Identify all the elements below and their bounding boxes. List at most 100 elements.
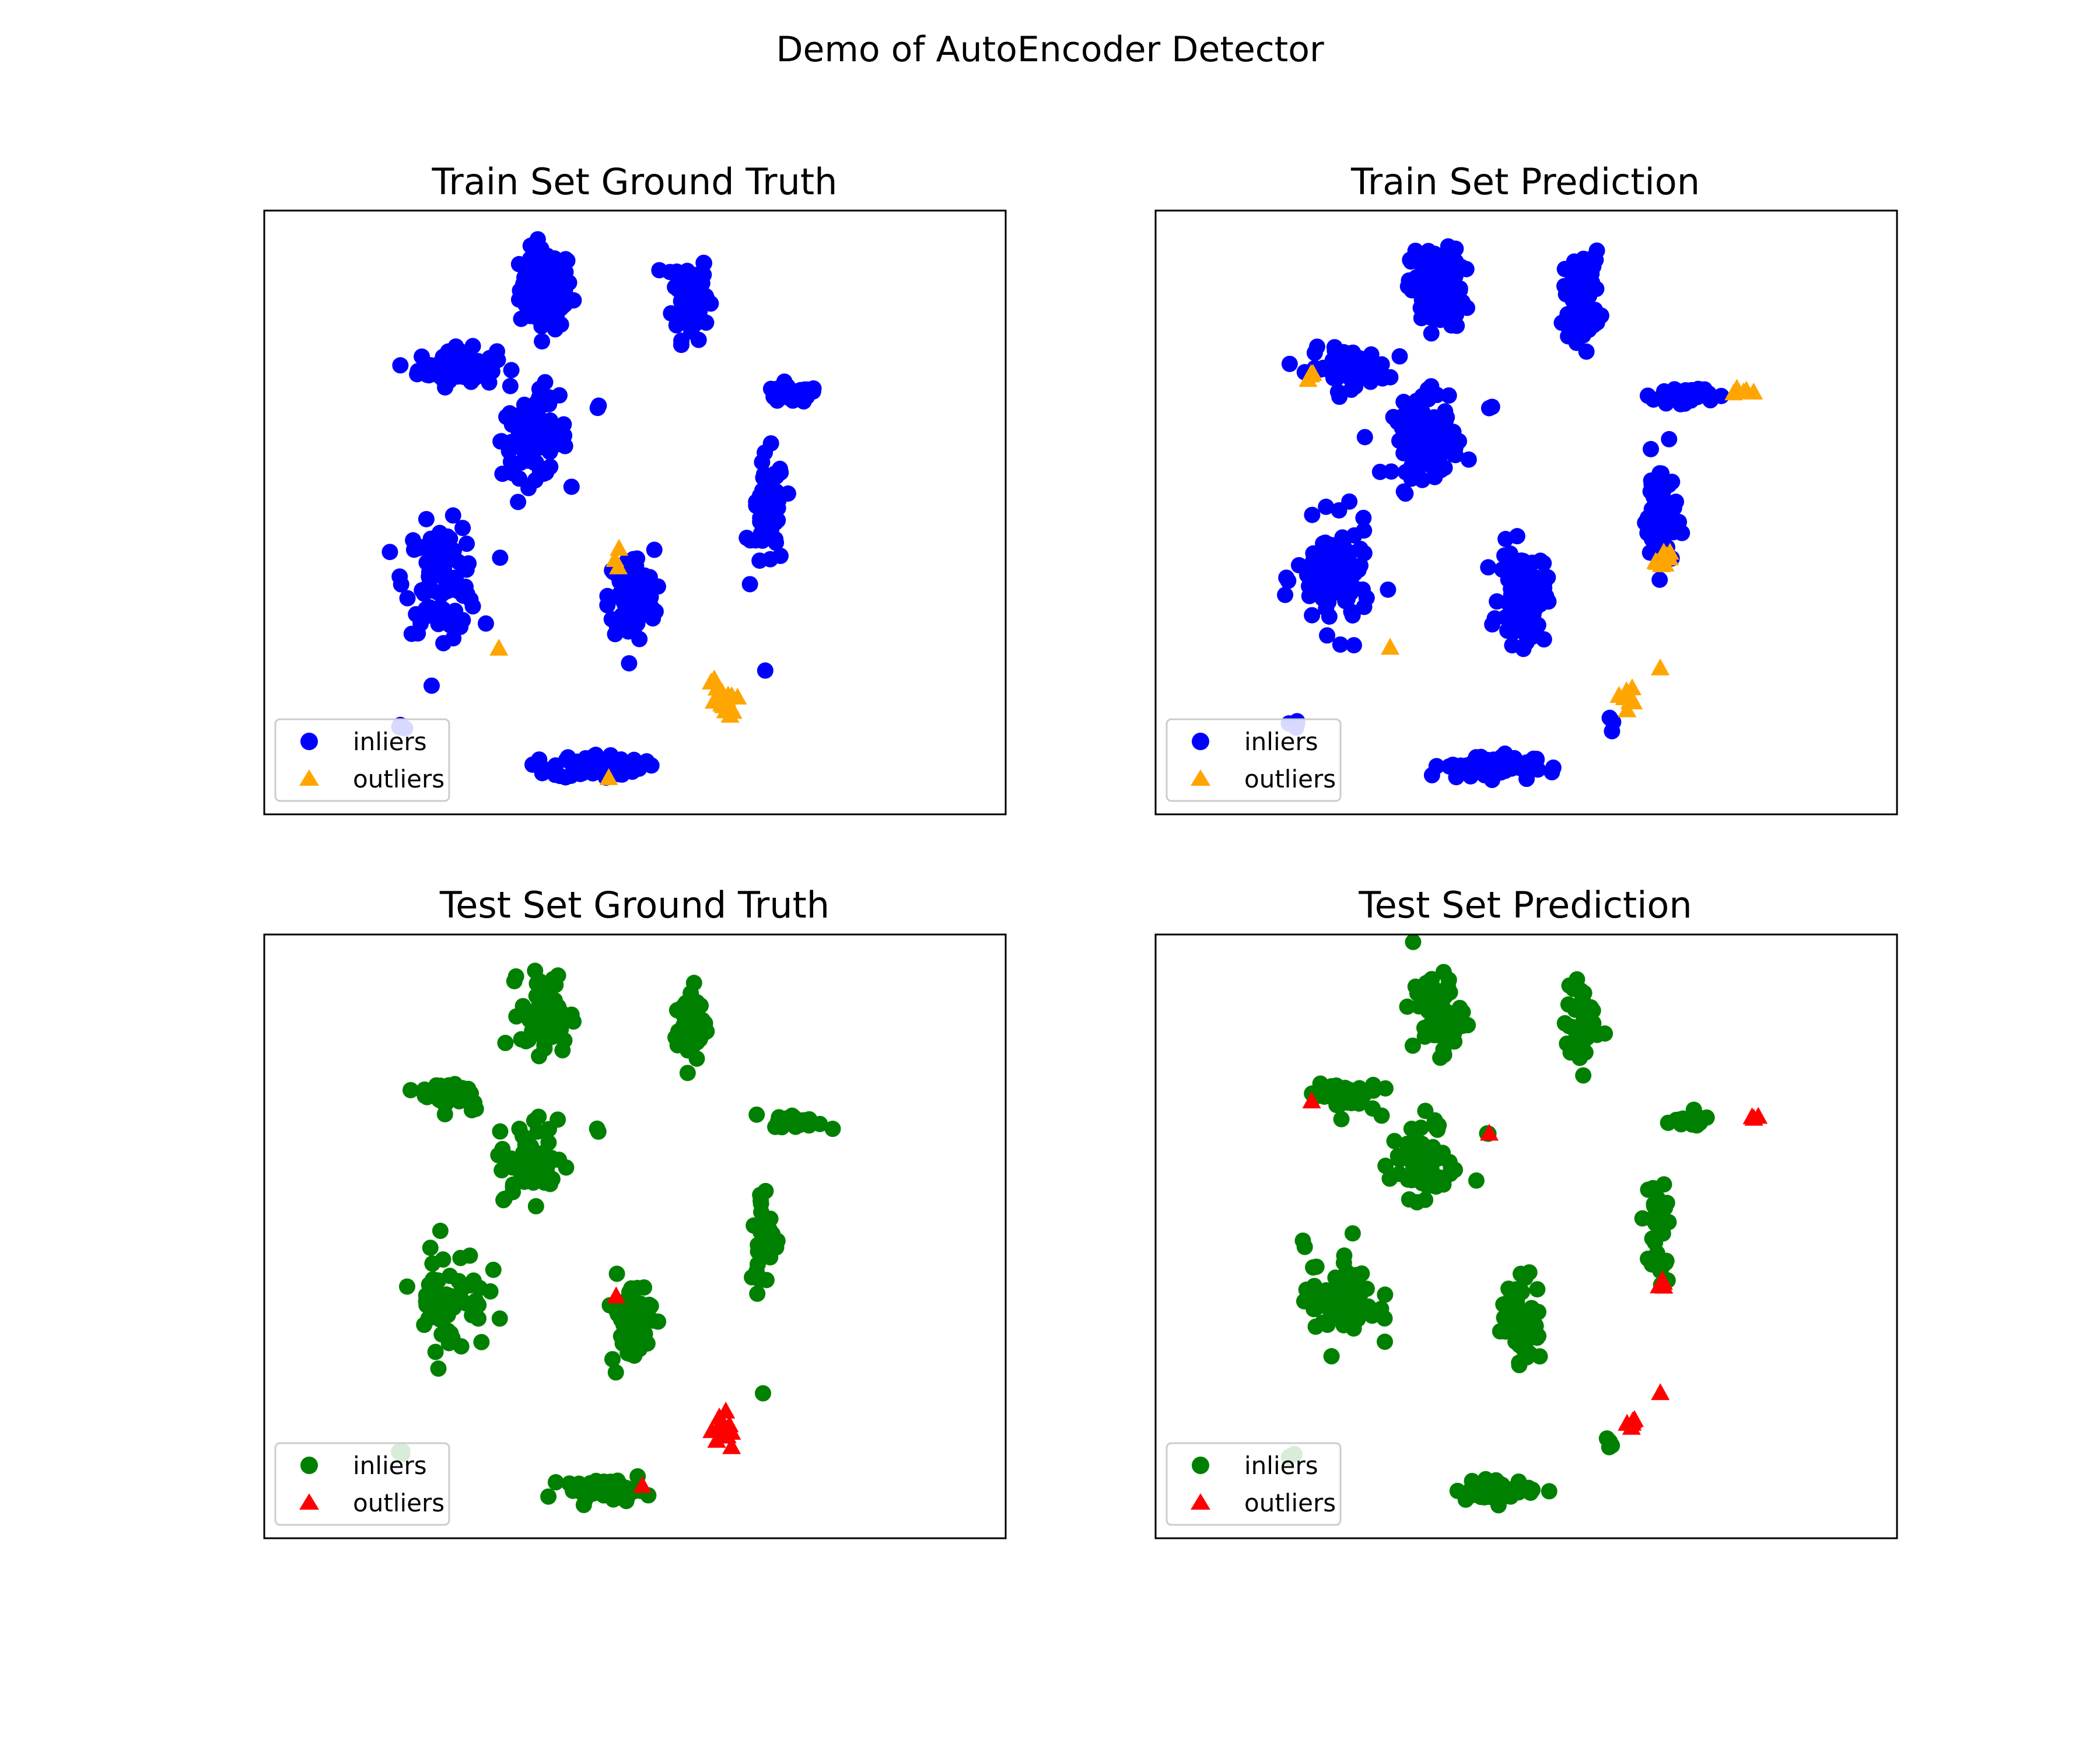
inlier-point xyxy=(1601,709,1618,726)
inlier-point xyxy=(1306,1301,1322,1318)
inlier-point xyxy=(1524,1481,1541,1498)
inlier-point xyxy=(1405,935,1422,950)
inlier-point xyxy=(494,466,511,482)
inlier-point xyxy=(510,256,527,272)
inlier-point xyxy=(1503,760,1520,777)
inlier-point xyxy=(550,967,566,984)
inlier-point xyxy=(599,752,616,769)
inlier-point xyxy=(752,509,769,526)
inlier-point xyxy=(1318,498,1335,515)
inlier-point xyxy=(1363,346,1380,363)
inlier-point xyxy=(1353,1265,1370,1282)
inlier-point xyxy=(1417,1102,1434,1119)
inlier-point xyxy=(1556,261,1573,278)
legend-label-outliers: outliers xyxy=(353,1489,444,1517)
inlier-point xyxy=(768,534,785,551)
inlier-point xyxy=(521,1012,538,1028)
inlier-point xyxy=(1569,290,1586,307)
inlier-point xyxy=(432,1223,449,1240)
inlier-point xyxy=(1332,1096,1349,1112)
inlier-point xyxy=(530,272,547,289)
inlier-point xyxy=(1331,502,1348,519)
inlier-point xyxy=(410,363,426,380)
inlier-point xyxy=(538,253,555,270)
inlier-point xyxy=(1568,277,1585,294)
inlier-point xyxy=(1348,1297,1364,1314)
inlier-point xyxy=(1391,348,1408,365)
inlier-point xyxy=(1575,1067,1592,1084)
inlier-point xyxy=(492,550,509,566)
inlier-point xyxy=(528,975,545,992)
outlier-point xyxy=(713,691,733,709)
inlier-point xyxy=(1526,1315,1543,1332)
inlier-point xyxy=(458,561,475,578)
inlier-point xyxy=(1574,1031,1591,1048)
inlier-point xyxy=(1645,391,1662,408)
inlier-point xyxy=(503,362,520,379)
inlier-point xyxy=(651,262,668,279)
legend-label-outliers: outliers xyxy=(1244,1489,1336,1517)
inlier-point xyxy=(1508,528,1525,545)
inlier-point xyxy=(1429,387,1446,404)
inlier-point xyxy=(1329,360,1346,377)
inlier-point xyxy=(454,520,471,537)
inlier-point xyxy=(1531,1348,1548,1365)
inlier-point xyxy=(423,677,440,694)
inlier-point xyxy=(1650,1225,1667,1242)
inlier-point xyxy=(684,267,701,284)
inlier-point xyxy=(824,1121,841,1138)
inlier-point xyxy=(1430,427,1447,444)
inlier-point xyxy=(1677,382,1694,399)
inlier-point xyxy=(696,1024,713,1041)
inlier-point xyxy=(456,1083,473,1100)
inlier-point xyxy=(698,314,715,331)
inlier-point xyxy=(604,1351,621,1368)
plot-area xyxy=(391,963,841,1513)
inlier-point xyxy=(492,1123,509,1140)
inlier-point xyxy=(535,466,552,482)
inlier-point xyxy=(536,1040,553,1057)
inlier-point xyxy=(447,603,464,620)
outlier-point xyxy=(607,1286,626,1304)
inlier-point xyxy=(527,1198,544,1214)
inlier-point xyxy=(673,337,690,354)
inlier-point xyxy=(1480,400,1497,416)
outlier-point xyxy=(716,1401,736,1419)
inlier-point xyxy=(489,343,506,360)
inlier-point xyxy=(1505,607,1522,624)
inlier-point xyxy=(1484,616,1501,633)
inlier-point xyxy=(1446,1024,1462,1041)
inlier-point xyxy=(762,435,779,452)
inlier-point xyxy=(1364,1100,1381,1117)
inlier-point xyxy=(1373,1300,1390,1317)
panel-test-ground-truth: Test Set Ground Truth inliers outliers xyxy=(263,884,1007,1539)
inlier-point xyxy=(679,1065,696,1082)
legend-label-outliers: outliers xyxy=(353,765,444,793)
panel-test-prediction: Test Set Prediction inliers outliers xyxy=(1154,884,1898,1539)
inlier-point xyxy=(1399,278,1416,295)
inlier-point xyxy=(758,1217,775,1234)
inlier-point xyxy=(1372,359,1389,376)
panel-title: Train Set Prediction xyxy=(1350,160,1700,203)
outlier-point xyxy=(599,768,618,785)
inlier-point xyxy=(676,279,693,296)
inlier-point xyxy=(1437,403,1454,420)
inlier-point xyxy=(513,310,530,327)
inlier-point xyxy=(434,1300,451,1317)
inlier-point xyxy=(1441,984,1458,1001)
inlier-point xyxy=(491,1310,508,1327)
inlier-point xyxy=(589,400,606,416)
inlier-point xyxy=(398,1278,415,1295)
inlier-point xyxy=(1391,1166,1408,1182)
legend-label-inliers: inliers xyxy=(353,1451,427,1480)
inlier-point xyxy=(1428,758,1445,775)
inlier-point xyxy=(1500,1280,1517,1297)
inlier-point xyxy=(1438,1009,1455,1026)
inlier-point xyxy=(540,1488,557,1505)
inlier-point xyxy=(749,495,766,512)
inlier-point xyxy=(1358,590,1375,607)
inlier-point xyxy=(405,532,422,549)
inlier-point xyxy=(473,1334,490,1350)
inlier-point xyxy=(1423,325,1440,342)
inlier-point xyxy=(1468,1172,1485,1189)
